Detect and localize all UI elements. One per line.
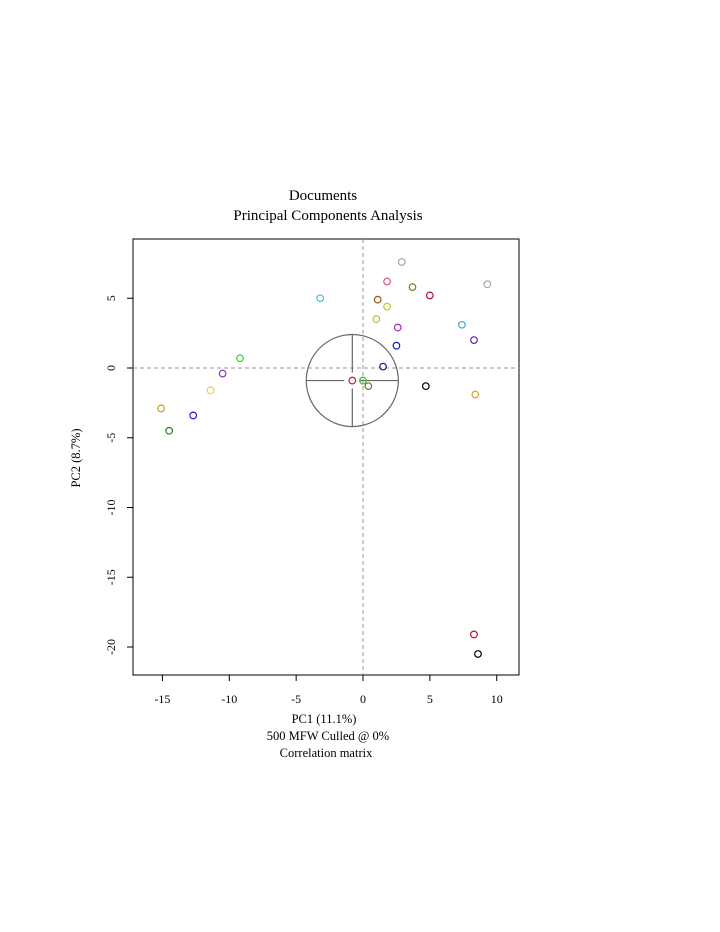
data-point	[218, 369, 227, 378]
data-point	[470, 336, 478, 345]
x-tick-label: 5	[427, 692, 433, 706]
data-point	[421, 382, 430, 391]
plot-frame	[132, 238, 520, 676]
data-point	[379, 362, 387, 371]
data-point	[189, 411, 198, 420]
data-point	[425, 291, 434, 300]
data-point	[236, 354, 244, 363]
y-axis-label: PC2 (8.7%)	[69, 428, 83, 487]
data-point	[397, 258, 406, 266]
data-point	[392, 341, 401, 350]
caption-line-2: Correlation matrix	[280, 746, 373, 760]
data-point	[408, 283, 417, 291]
data-point	[359, 376, 367, 385]
caption-line-1: 500 MFW Culled @ 0%	[267, 729, 389, 743]
data-point	[165, 426, 174, 435]
x-tick-label: 0	[360, 692, 366, 706]
plot-area: -15 -10 -5 0 5 10 -20 -15 -10 -5 0 5	[104, 238, 520, 706]
y-tick-label: 5	[104, 295, 118, 301]
data-point	[348, 376, 357, 385]
data-point	[206, 386, 215, 395]
x-tick-label: -15	[154, 692, 170, 706]
data-point	[383, 277, 391, 286]
data-point	[316, 294, 325, 303]
data-point	[471, 390, 480, 399]
y-tick-label: -5	[104, 433, 118, 443]
y-tick-label: -10	[104, 500, 118, 516]
data-point	[470, 630, 478, 639]
data-point	[483, 280, 492, 289]
x-tick-label: 10	[491, 692, 503, 706]
data-point	[157, 404, 166, 413]
chart-title: Documents	[289, 188, 357, 204]
data-point	[364, 382, 373, 391]
x-axis-label: PC1 (11.1%)	[292, 712, 357, 726]
x-tick-label: -5	[291, 692, 301, 706]
data-point	[393, 323, 402, 332]
x-tick-label: -10	[221, 692, 237, 706]
y-tick-label: 0	[104, 365, 118, 371]
chart-subtitle: Principal Components Analysis	[233, 208, 422, 224]
data-point	[383, 302, 391, 311]
data-point	[373, 295, 382, 304]
y-tick-label: -20	[104, 639, 118, 655]
y-tick-label: -15	[104, 569, 118, 585]
data-point	[458, 320, 466, 329]
data-point	[372, 315, 381, 324]
data-point	[474, 650, 482, 658]
